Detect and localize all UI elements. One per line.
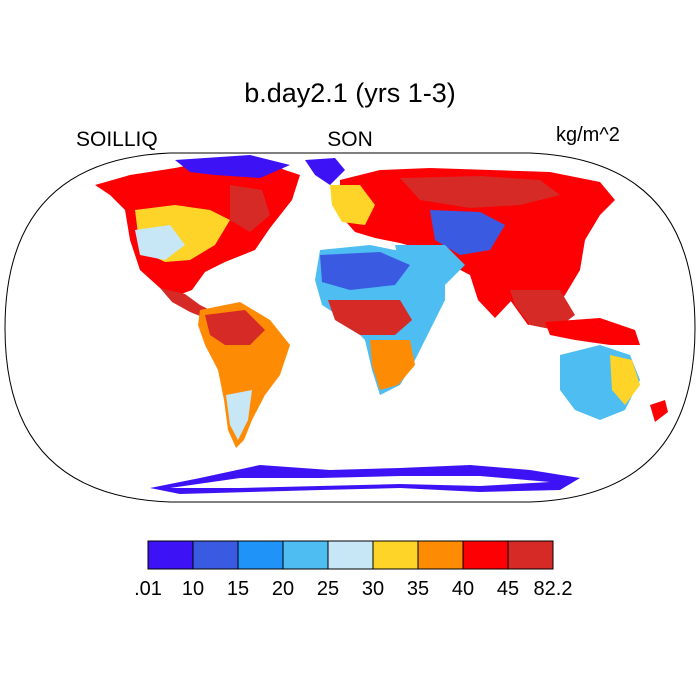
- legend-swatch: [282, 540, 329, 570]
- australia-east: [610, 355, 640, 405]
- legend-tick-label: 45: [497, 578, 519, 600]
- variable-label: SOILLIQ: [76, 128, 158, 151]
- new-zealand: [650, 400, 668, 422]
- units-label: kg/m^2: [556, 124, 620, 146]
- amazon-region: [205, 310, 265, 345]
- legend-swatch: [507, 540, 554, 570]
- page-title: b.day2.1 (yrs 1-3): [244, 78, 456, 108]
- europe-west: [330, 185, 375, 225]
- legend-tick-label: 10: [182, 578, 204, 600]
- legend-tick-label: .01: [134, 578, 162, 600]
- legend-swatch: [147, 540, 194, 570]
- north-america-plains: [135, 225, 185, 260]
- central-asia-dry: [430, 210, 505, 255]
- indonesia: [545, 318, 640, 345]
- legend-swatch: [327, 540, 374, 570]
- legend-tick-label: 25: [317, 578, 339, 600]
- antarctica-interior: [170, 476, 550, 488]
- siberia: [400, 176, 560, 208]
- southeast-asia: [510, 290, 575, 330]
- central-africa-wet: [328, 300, 412, 335]
- india: [470, 275, 512, 318]
- legend-tick-label: 35: [407, 578, 429, 600]
- southern-africa: [370, 340, 415, 390]
- legend-tick-label: 30: [362, 578, 384, 600]
- greenland: [305, 158, 345, 185]
- legend-tick-label: 15: [227, 578, 249, 600]
- legend-swatch: [192, 540, 239, 570]
- legend-tick-label: 40: [452, 578, 474, 600]
- legend-swatch: [462, 540, 509, 570]
- season-label: SON: [327, 128, 373, 151]
- central-america: [160, 288, 210, 318]
- canada-east: [230, 185, 270, 232]
- legend-swatch: [237, 540, 284, 570]
- legend-tick-label: 20: [272, 578, 294, 600]
- arctic-canada: [175, 155, 290, 178]
- legend-swatch: [417, 540, 464, 570]
- south-america-south: [226, 390, 252, 440]
- legend-tick-label: 82.2: [534, 578, 573, 600]
- sahara: [320, 252, 410, 290]
- legend-swatch: [372, 540, 419, 570]
- globe-outline: [4, 152, 696, 503]
